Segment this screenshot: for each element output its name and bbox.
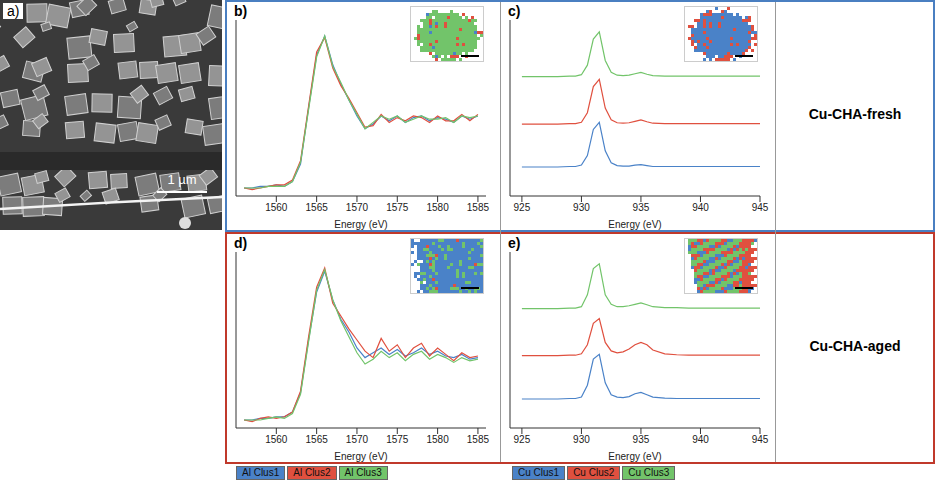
svg-text:Energy (eV): Energy (eV): [334, 219, 387, 230]
html-text:Cu-CHA-fresh: Cu-CHA-fresh: [808, 106, 902, 122]
svg-text:1570: 1570: [346, 434, 369, 445]
html-text:Cu Clus2: Cu Clus2: [573, 467, 615, 478]
svg-text:1585: 1585: [467, 434, 490, 445]
html-text:Al Clus2: Al Clus2: [293, 467, 331, 478]
svg-text:925: 925: [514, 202, 531, 213]
svg-text:1570: 1570: [346, 202, 369, 213]
html-text:Cu Clus3: Cu Clus3: [628, 467, 670, 478]
svg-text:1585: 1585: [467, 202, 490, 213]
svg-text:Energy (eV): Energy (eV): [334, 451, 387, 462]
html-text:Al Clus1: Al Clus1: [242, 467, 280, 478]
svg-text:1560: 1560: [265, 434, 288, 445]
html-text:Al Clus3: Al Clus3: [344, 467, 382, 478]
svg-text:930: 930: [573, 434, 590, 445]
svg-text:1560: 1560: [265, 202, 288, 213]
svg-text:925: 925: [514, 434, 531, 445]
svg-text:945: 945: [752, 202, 769, 213]
svg-text:930: 930: [573, 202, 590, 213]
svg-text:1565: 1565: [306, 202, 329, 213]
svg-text:940: 940: [692, 434, 709, 445]
html-text:e): e): [508, 235, 521, 251]
html-text:b): b): [234, 3, 248, 19]
svg-text:1575: 1575: [386, 434, 409, 445]
html-text:d): d): [234, 235, 248, 251]
svg-text:Energy (eV): Energy (eV): [608, 219, 661, 230]
html-text:1 µm: 1 µm: [167, 172, 197, 187]
svg-text:1580: 1580: [426, 434, 449, 445]
svg-text:Energy (eV): Energy (eV): [608, 451, 661, 462]
svg-text:1575: 1575: [386, 202, 409, 213]
svg-text:1565: 1565: [306, 434, 329, 445]
svg-text:935: 935: [633, 434, 650, 445]
svg-text:1580: 1580: [426, 202, 449, 213]
html-text:c): c): [508, 3, 521, 19]
svg-text:945: 945: [752, 434, 769, 445]
svg-text:935: 935: [633, 202, 650, 213]
html-text:a): a): [7, 3, 20, 19]
svg-text:940: 940: [692, 202, 709, 213]
html-text:Cu-CHA-aged: Cu-CHA-aged: [809, 338, 901, 354]
html-text:Cu Clus1: Cu Clus1: [518, 467, 560, 478]
